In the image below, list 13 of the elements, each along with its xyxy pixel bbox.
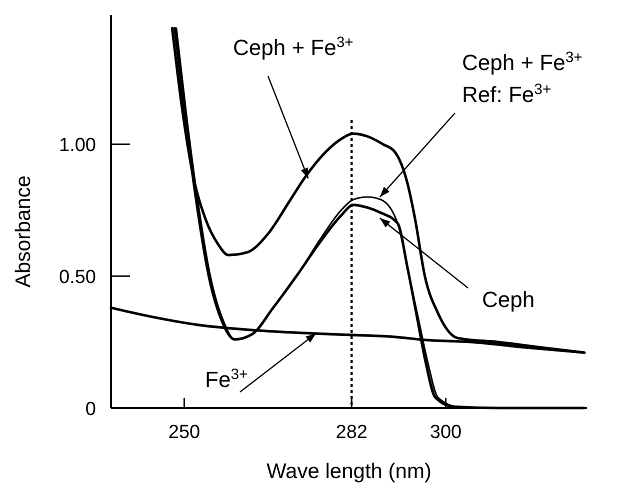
annotation: Ceph + Fe$^{3+}$ (462, 48, 582, 75)
annotation: Ceph (482, 287, 535, 312)
x-tick-label: 250 (168, 422, 200, 443)
annotation: Ceph + Fe$^{3+}$ (233, 34, 354, 60)
y-axis-title: Absorbance (12, 175, 35, 288)
annotation: Ref: Fe$^{3+}$ (462, 80, 552, 107)
y-tick-label: 0 (85, 399, 96, 420)
x-tick-label: 282 (336, 422, 368, 443)
y-tick-label: 1.00 (59, 135, 96, 156)
annotation: Fe$^{3+}$ (205, 366, 248, 392)
x-axis-title: Wave length (nm) (266, 460, 432, 483)
x-tick-label: 300 (430, 422, 462, 443)
y-tick-label: 0.50 (59, 267, 96, 288)
